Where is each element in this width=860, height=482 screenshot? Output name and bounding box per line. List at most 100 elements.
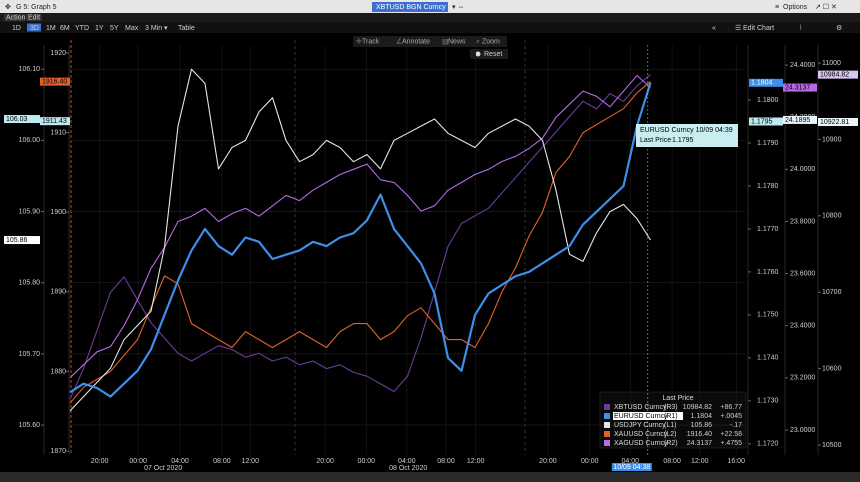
x-tick-label: 12:00 — [241, 458, 259, 465]
axis-flag — [4, 115, 40, 124]
menu-item[interactable]: Actions — [6, 14, 29, 21]
y-tick-label: 1.1780 — [757, 183, 779, 190]
y-tick-label: 106.10 — [19, 66, 41, 73]
x-tick-label: 04:00 — [398, 458, 416, 465]
tool-icon[interactable]: ▤ — [442, 38, 449, 45]
y-tick-label: 1890 — [50, 289, 66, 296]
settings-icon[interactable]: ⚙ — [836, 24, 842, 32]
edit-chart[interactable]: Edit Chart — [743, 25, 774, 32]
ticker-dropdown[interactable]: ▾ ⇔ — [452, 4, 464, 11]
date-label: 08 Oct 2020 — [389, 465, 427, 472]
y-tick-label: 10600 — [822, 365, 842, 372]
date-label: 07 Oct 2020 — [144, 465, 182, 472]
range-button[interactable]: Max — [125, 25, 139, 32]
tool-icon[interactable]: ⌕ — [476, 38, 480, 45]
x-tick-label: 20:00 — [539, 458, 557, 465]
legend-change: +86.77 — [720, 404, 742, 411]
legend-swatch[interactable] — [604, 404, 610, 410]
reset[interactable]: Reset — [484, 51, 502, 58]
legend-name[interactable]: EURUSD Curncy — [614, 413, 668, 420]
legend-name[interactable]: XAUUSD Curncy — [614, 431, 668, 438]
x-tick-label: 00:00 — [581, 458, 599, 465]
legend-name[interactable]: XAGUSD Curncy — [614, 440, 668, 447]
legend-title: Last Price — [662, 395, 693, 402]
edit-chart-icon[interactable]: ☰ — [735, 25, 741, 32]
y-tick-label: 1.1790 — [757, 140, 779, 147]
axis-flag-label: 1911.43 — [42, 118, 67, 125]
y-tick-label: 1870 — [50, 448, 66, 455]
x-tick-label: 20:00 — [91, 458, 109, 465]
range-button[interactable]: Table — [178, 25, 195, 32]
reset-icon[interactable] — [475, 51, 481, 57]
y-tick-label: 1.1800 — [757, 97, 779, 104]
reset-box[interactable] — [470, 49, 508, 59]
x-tick-label: 08:00 — [663, 458, 681, 465]
window-controls[interactable]: ↗ ☐ ✕ — [815, 3, 837, 11]
y-tick-label: 105.90 — [19, 208, 41, 215]
series-line — [69, 74, 651, 379]
tooltip-box — [636, 124, 738, 147]
menu-button[interactable] — [26, 14, 42, 21]
tooltip-title: EURUSD Curncy 10/09 04:39 — [640, 127, 733, 134]
menu-button[interactable] — [4, 14, 25, 21]
legend-swatch[interactable] — [604, 440, 610, 446]
chart-type-icon[interactable]: ⦚ — [800, 24, 802, 32]
legend-axis: (R2) — [664, 440, 678, 447]
legend-change: +.4755 — [720, 440, 742, 447]
range-button-active[interactable] — [27, 23, 41, 32]
cursor-flag — [611, 463, 652, 471]
x-tick-label: 12:00 — [467, 458, 485, 465]
legend-name[interactable]: XBTUSD Curncy — [614, 404, 667, 411]
series-line — [69, 82, 652, 398]
range-button[interactable]: 1Y — [95, 25, 104, 32]
range-button[interactable]: 1D — [12, 25, 21, 32]
options[interactable]: Options — [783, 4, 808, 11]
tool[interactable]: News — [448, 38, 466, 45]
ticker[interactable]: XBTUSD BGN Curncy — [376, 4, 446, 11]
axis-flag — [40, 77, 70, 86]
range-button[interactable]: 6M — [60, 25, 70, 32]
range-button[interactable]: YTD — [75, 25, 89, 32]
legend-swatch[interactable] — [604, 422, 610, 428]
legend-swatch[interactable] — [604, 431, 610, 437]
axis-flag-label: 10922.81 — [820, 119, 849, 126]
menu-bar — [0, 13, 860, 22]
x-tick-label: 04:00 — [171, 458, 189, 465]
y-tick-label: 1.1760 — [757, 269, 779, 276]
legend-name[interactable]: USDJPY Curncy — [614, 422, 666, 429]
series-line — [69, 81, 651, 404]
range-button[interactable]: 3D — [30, 25, 39, 32]
tool-icon[interactable]: ∠ — [396, 37, 402, 45]
ticker-box[interactable] — [372, 2, 448, 12]
range-button[interactable]: 3 Min ▾ — [145, 25, 168, 32]
collapse-icon[interactable]: « — [712, 25, 716, 32]
bottom-border — [0, 472, 860, 482]
y-tick-label: 23.8000 — [790, 218, 815, 225]
axis-flag — [749, 117, 783, 126]
tool[interactable]: Zoom — [482, 38, 500, 45]
x-tick-label: 00:00 — [129, 458, 147, 465]
legend-axis: (R3) — [664, 404, 678, 411]
range-button[interactable]: 1M — [46, 25, 56, 32]
legend-axis: (L2) — [664, 431, 676, 438]
x-tick-label: 04:00 — [621, 458, 639, 465]
tool[interactable]: Track — [362, 38, 380, 45]
range-button[interactable]: 5Y — [110, 25, 119, 32]
axis-flag-label: 1.1804 — [751, 80, 773, 87]
tool-icon[interactable]: ✛ — [356, 37, 362, 45]
y-tick-label: 1900 — [50, 209, 66, 216]
menu-item[interactable]: Edit — [28, 14, 40, 21]
cursor-label: 10/09 04:38 — [613, 464, 650, 471]
y-tick-label: 1910 — [50, 129, 66, 136]
y-tick-label: 1.1740 — [757, 355, 779, 362]
y-tick-label: 10700 — [822, 289, 842, 296]
range-bar — [0, 22, 860, 33]
options-menu[interactable]: ≡ — [775, 4, 779, 11]
y-tick-label: 1880 — [50, 368, 66, 375]
axis-flag — [818, 70, 858, 79]
legend-change: +.0045 — [720, 413, 742, 420]
legend-swatch[interactable] — [604, 413, 610, 419]
tool[interactable]: Annotate — [402, 38, 430, 45]
x-tick-label: 16:00 — [727, 458, 745, 465]
